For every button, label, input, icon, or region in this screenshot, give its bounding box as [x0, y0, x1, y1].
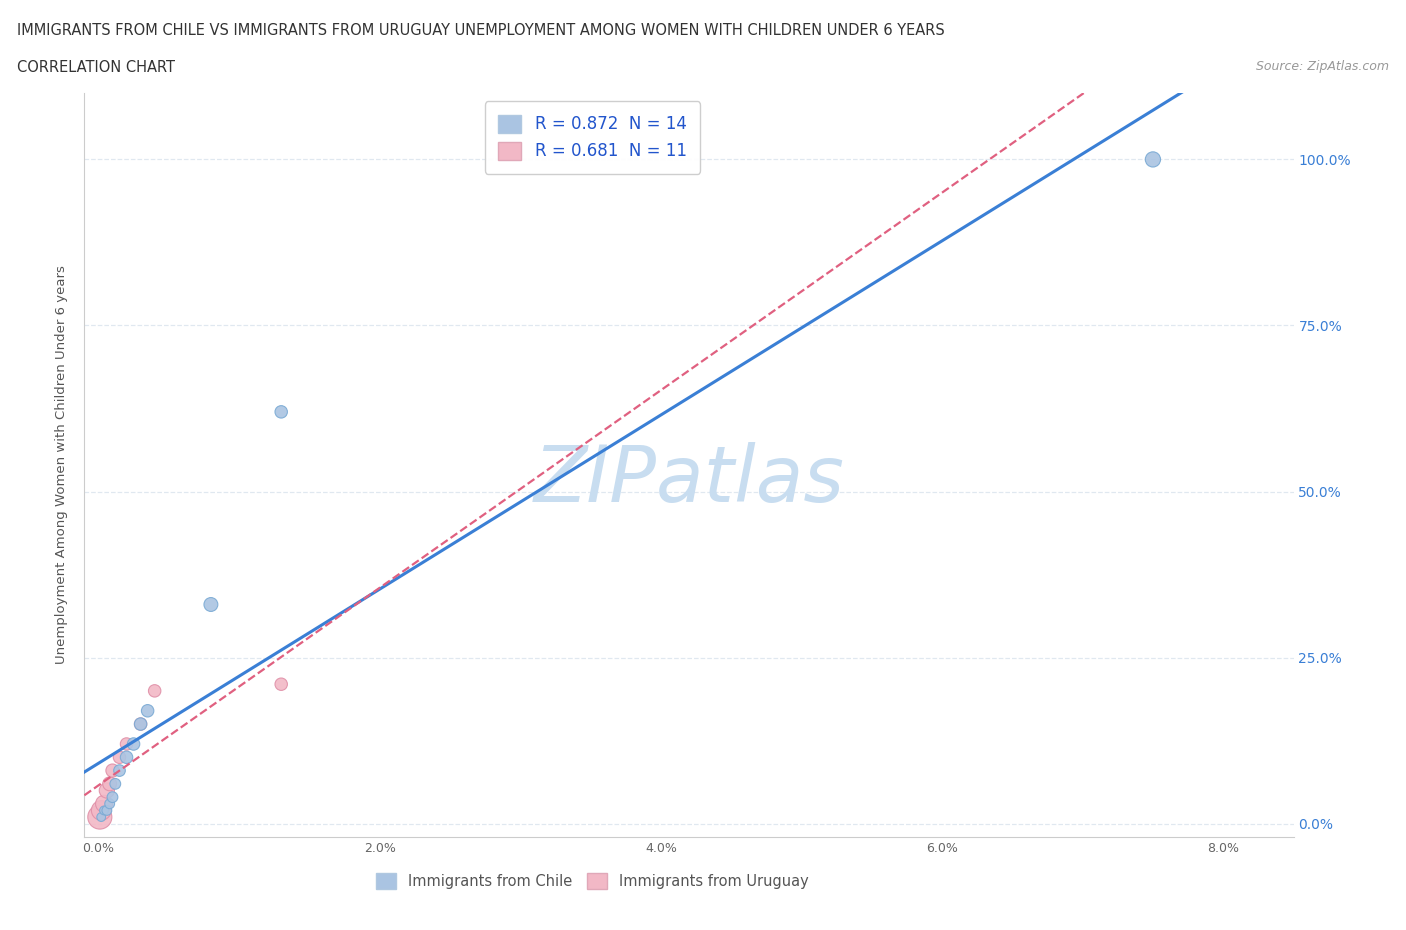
Point	[104, 777, 127, 791]
Point	[96, 803, 118, 817]
Point	[93, 803, 115, 817]
Point	[129, 717, 152, 732]
Point	[90, 810, 112, 825]
Y-axis label: Unemployment Among Women with Children Under 6 years: Unemployment Among Women with Children U…	[55, 266, 69, 664]
Point	[122, 737, 145, 751]
Point	[1142, 152, 1164, 166]
Text: IMMIGRANTS FROM CHILE VS IMMIGRANTS FROM URUGUAY UNEMPLOYMENT AMONG WOMEN WITH C: IMMIGRANTS FROM CHILE VS IMMIGRANTS FROM…	[17, 23, 945, 38]
Point	[90, 803, 112, 817]
Point	[270, 405, 292, 419]
Point	[136, 703, 159, 718]
Point	[115, 737, 138, 751]
Text: ZIPatlas: ZIPatlas	[533, 442, 845, 518]
Point	[115, 750, 138, 764]
Point	[98, 777, 121, 791]
Point	[143, 684, 166, 698]
Point	[270, 677, 292, 692]
Point	[108, 750, 131, 764]
Text: CORRELATION CHART: CORRELATION CHART	[17, 60, 174, 75]
Point	[101, 764, 124, 778]
Point	[101, 790, 124, 804]
Point	[108, 764, 131, 778]
Point	[89, 810, 111, 825]
Legend: Immigrants from Chile, Immigrants from Uruguay: Immigrants from Chile, Immigrants from U…	[368, 866, 815, 897]
Point	[200, 597, 222, 612]
Point	[93, 796, 115, 811]
Text: Source: ZipAtlas.com: Source: ZipAtlas.com	[1256, 60, 1389, 73]
Point	[96, 783, 118, 798]
Point	[129, 717, 152, 732]
Point	[98, 796, 121, 811]
